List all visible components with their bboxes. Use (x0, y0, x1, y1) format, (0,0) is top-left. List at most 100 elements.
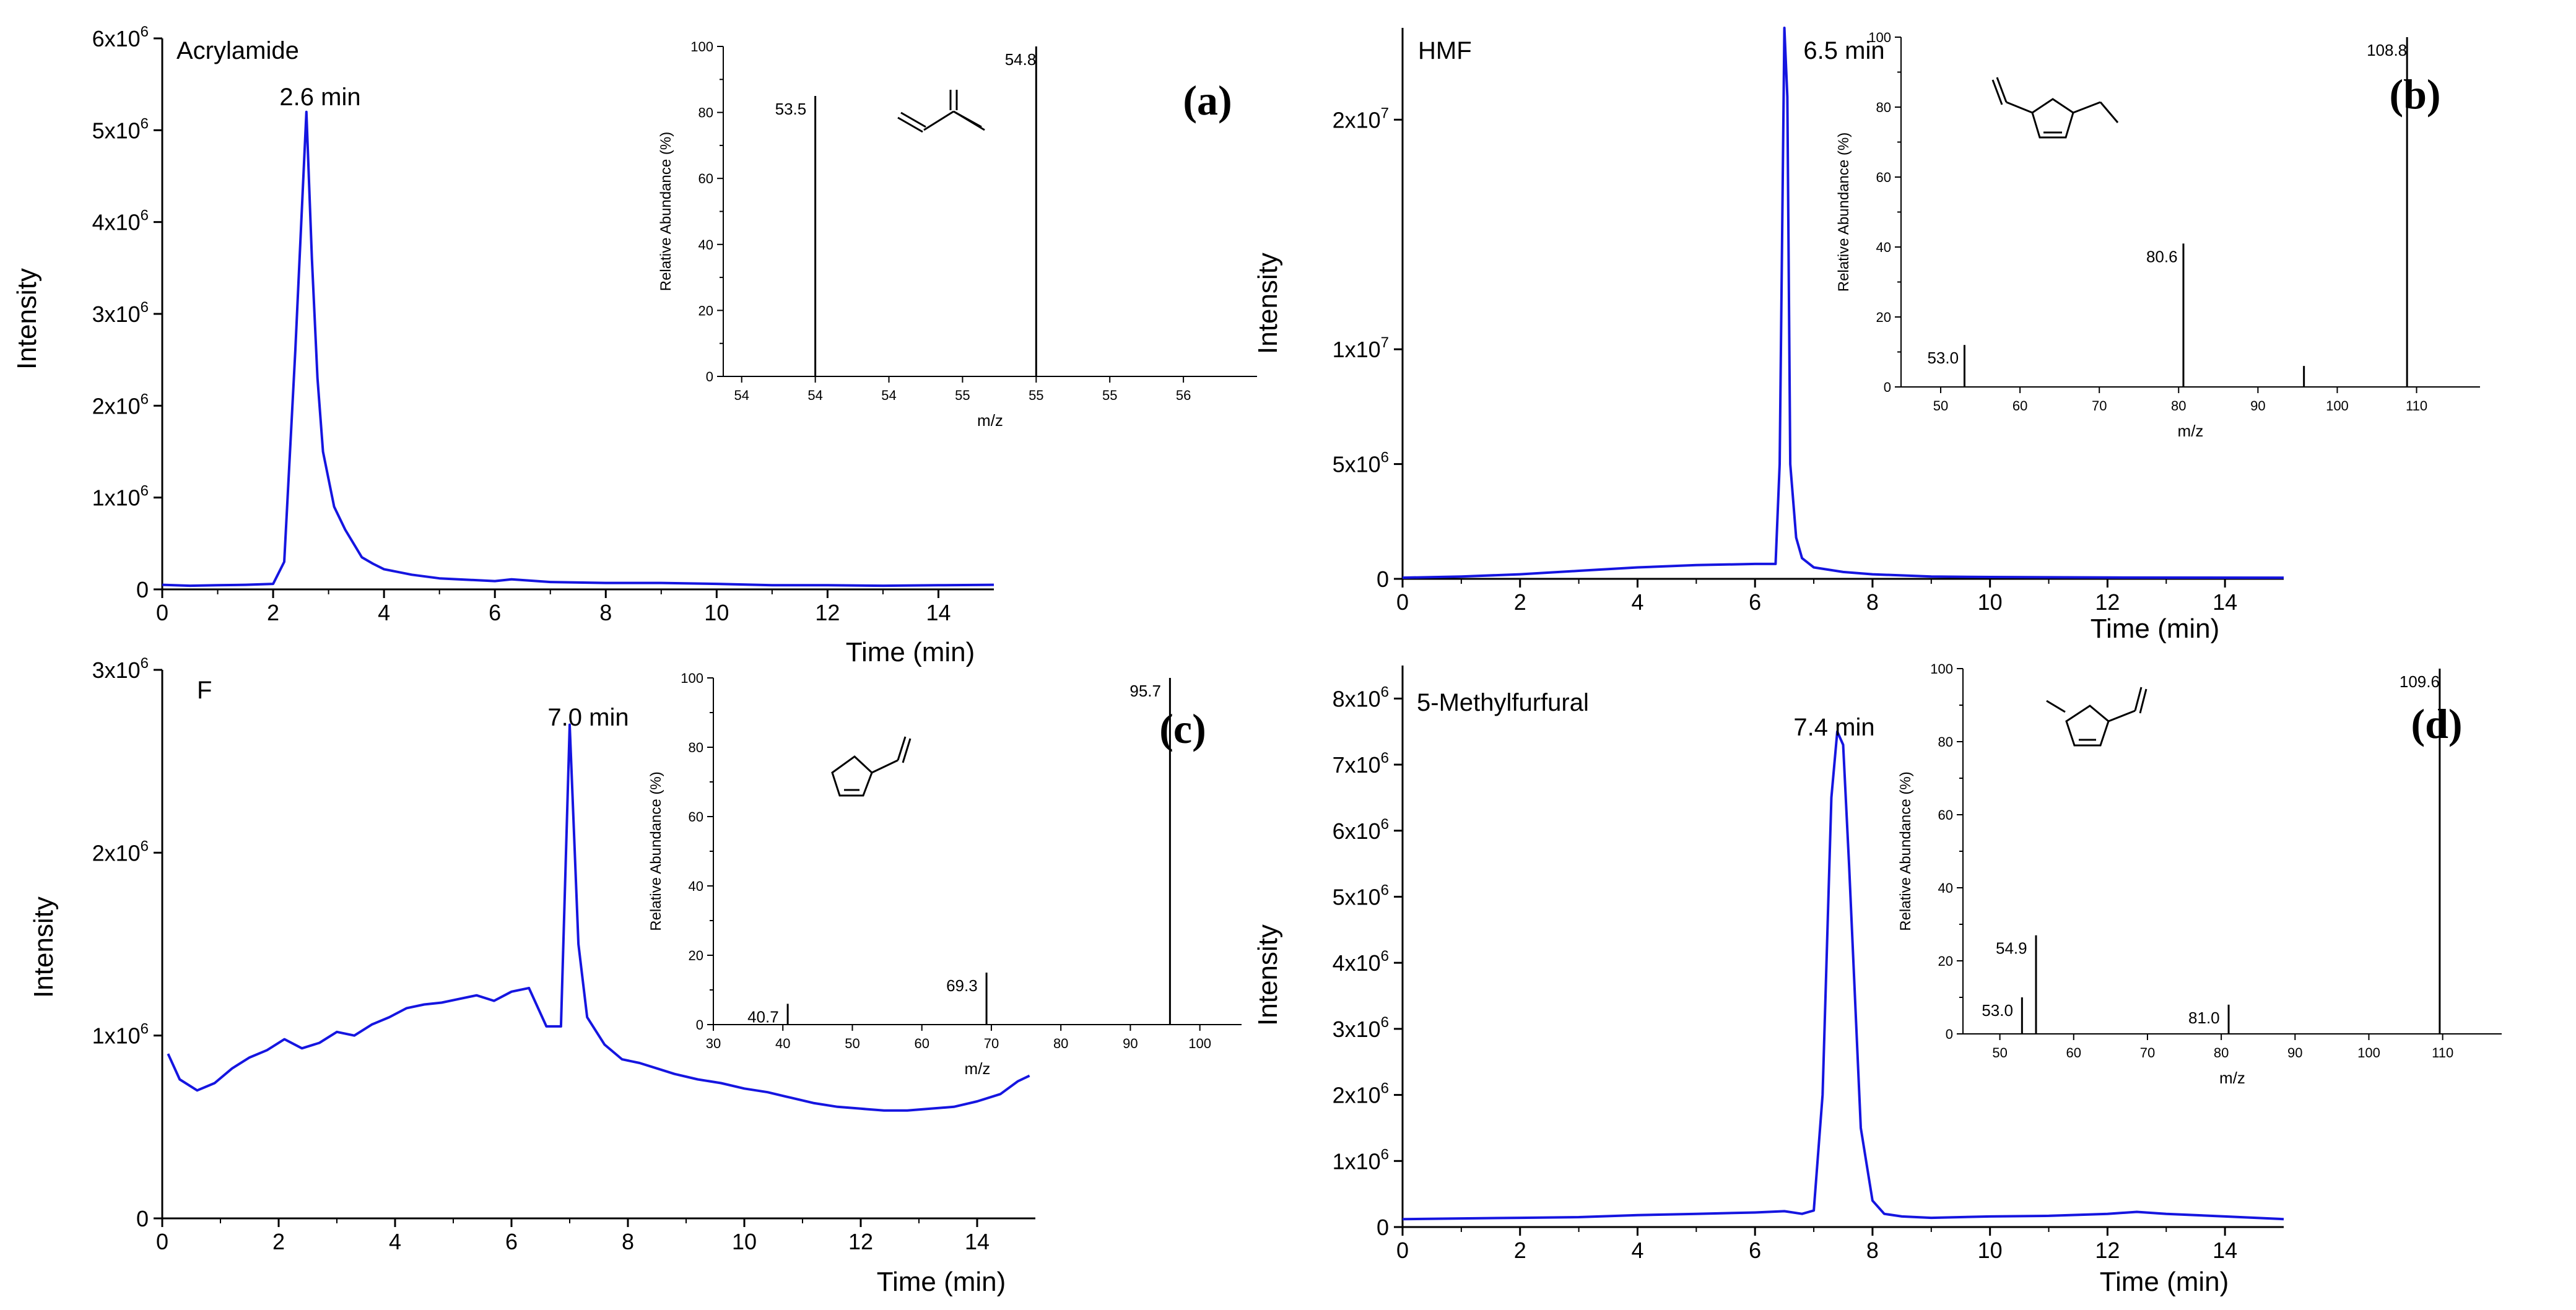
panel-a-acrylamide: 0 2 4 6 8 10 12 1401x1062x1063x1064x1065x1066x1… (12, 24, 1257, 667)
inset-y-tick-label: 40 (689, 878, 703, 894)
ms-peak-label: 53.0 (1927, 349, 1959, 367)
x-tick-label: 0 (156, 600, 168, 625)
inset-y-tick-label: 60 (698, 171, 713, 186)
y-tick-mantissa: 2x10 (92, 393, 141, 419)
compound-label: 5-Methylfurfural (1417, 689, 1589, 716)
inset-x-tick-label: 70 (984, 1036, 999, 1051)
inset-x-tick-label: 100 (1188, 1036, 1211, 1051)
inset-y-title: Relative Abundance (%) (1835, 132, 1852, 292)
inset-x-tick-label: 60 (914, 1036, 929, 1051)
y-tick-exponent: 6 (141, 483, 149, 500)
y-tick-label: 3x106 (1333, 1014, 1389, 1042)
y-tick-mantissa: 2x10 (1333, 107, 1381, 132)
x-tick-label: 12 (2095, 1238, 2120, 1263)
x-tick-label: 10 (1978, 589, 2003, 615)
inset-y-tick-label: 100 (1930, 661, 1953, 677)
panel-d-methylfurfural: 0 2 4 6 8 10 12 1401x1062x1063x1064x1065x1066x1… (1253, 661, 2502, 1297)
y-tick-label: 5x106 (1333, 882, 1389, 909)
x-tick-label: 14 (926, 600, 951, 625)
compound-label: F (197, 677, 212, 704)
y-axis-title: Intensity (28, 896, 59, 998)
inset-x-tick-label: 90 (2287, 1045, 2302, 1061)
inset-x-tick-label: 90 (1123, 1036, 1138, 1051)
y-tick-label: 1x106 (1333, 1146, 1389, 1174)
y-tick-label: 1x106 (92, 1021, 149, 1049)
acrylamide-structure (897, 90, 985, 133)
y-tick-mantissa: 7x10 (1333, 752, 1381, 778)
y-tick-mantissa: 2x10 (1333, 1083, 1381, 1108)
inset-y-tick-label: 100 (1868, 30, 1891, 45)
y-tick-exponent: 7 (1381, 105, 1389, 121)
inset-x-tick-label: 70 (2140, 1045, 2155, 1061)
y-tick-exponent: 6 (141, 1021, 149, 1038)
inset-y-tick-label: 40 (1876, 240, 1891, 255)
x-tick-label: 6 (505, 1229, 518, 1254)
y-tick-exponent: 6 (1381, 816, 1389, 833)
inset-x-tick-label: 100 (2326, 398, 2349, 414)
inset-x-tick-label: 90 (2250, 398, 2265, 414)
y-tick-mantissa: 4x10 (1333, 950, 1381, 976)
ms-peak-label: 80.6 (2146, 247, 2178, 266)
retention-time-label: 2.6 min (279, 84, 360, 111)
ms-peak-label: 69.3 (946, 976, 978, 995)
y-tick-label: 3x106 (92, 299, 149, 327)
inset-y-title: Relative Abundance (%) (648, 771, 664, 930)
y-tick-label: 6x106 (92, 24, 149, 51)
retention-time-label: 7.0 min (547, 704, 629, 731)
inset-x-tick-label: 80 (2214, 1045, 2229, 1061)
chromatogram-trace (1402, 27, 2284, 579)
inset-y-tick-label: 100 (690, 39, 713, 54)
inset-x-tick-label: 56 (1176, 388, 1191, 403)
compound-label: Acrylamide (176, 37, 299, 64)
inset-y-tick-label: 0 (696, 1017, 703, 1033)
x-tick-label: 8 (1866, 589, 1879, 615)
x-tick-label: 10 (1978, 1238, 2003, 1263)
y-tick-exponent: 6 (1381, 683, 1389, 700)
y-tick-mantissa: 3x10 (92, 657, 141, 683)
x-tick-label: 6 (489, 600, 501, 625)
y-tick-mantissa: 5x10 (92, 118, 141, 143)
x-axis-title: Time (min) (877, 1267, 1006, 1297)
y-tick-exponent: 7 (1381, 334, 1389, 351)
y-tick-mantissa: 1x10 (1333, 1148, 1381, 1174)
y-tick-exponent: 6 (141, 838, 149, 854)
x-tick-label: 14 (2213, 1238, 2237, 1263)
y-tick-text: 0 (136, 1206, 149, 1231)
inset-y-title: Relative Abundance (%) (1897, 771, 1914, 930)
inset-y-tick-label: 60 (1876, 170, 1891, 185)
y-tick-label: 8x106 (1333, 683, 1389, 711)
furfural-structure (831, 736, 912, 797)
y-tick-text: 0 (1377, 1215, 1389, 1240)
y-tick-label: 1x107 (1333, 334, 1389, 362)
panel-letter: (c) (1159, 705, 1206, 752)
y-tick-label: 0 (136, 1206, 149, 1231)
y-tick-exponent: 6 (1381, 882, 1389, 898)
x-axis-title: Time (min) (2091, 614, 2220, 644)
x-tick-label: 6 (1749, 1238, 1761, 1263)
ms-peak-label: 95.7 (1129, 682, 1161, 700)
y-tick-mantissa: 5x10 (1333, 884, 1381, 909)
chromatogram-trace (1402, 730, 2284, 1221)
y-tick-label: 2x106 (92, 838, 149, 865)
mass-spectrum-inset: 0 20 40 60 80 100 30 40 50 60 70 80 90 100 40.7 69.3 95.… (648, 670, 1242, 1078)
inset-x-tick-label: 70 (2092, 398, 2107, 414)
inset-x-tick-label: 80 (1053, 1036, 1068, 1051)
y-tick-label: 0 (1377, 1215, 1389, 1240)
y-tick-label: 0 (1377, 566, 1389, 592)
x-tick-label: 0 (1396, 1238, 1409, 1263)
y-tick-mantissa: 1x10 (92, 1023, 141, 1049)
inset-y-tick-label: 20 (1876, 310, 1891, 325)
inset-y-tick-label: 40 (698, 237, 713, 253)
inset-y-tick-label: 0 (706, 369, 713, 384)
y-tick-label: 6x106 (1333, 816, 1389, 844)
x-tick-label: 14 (2213, 589, 2237, 615)
ms-peak-label: 54.8 (1005, 50, 1037, 69)
y-axis-title: Intensity (1253, 924, 1283, 1026)
inset-y-tick-label: 20 (698, 303, 713, 318)
inset-x-tick-label: 54 (734, 388, 749, 403)
inset-x-title: m/z (965, 1059, 991, 1078)
inset-y-tick-label: 0 (1884, 380, 1891, 395)
inset-x-tick-label: 60 (2012, 398, 2027, 414)
